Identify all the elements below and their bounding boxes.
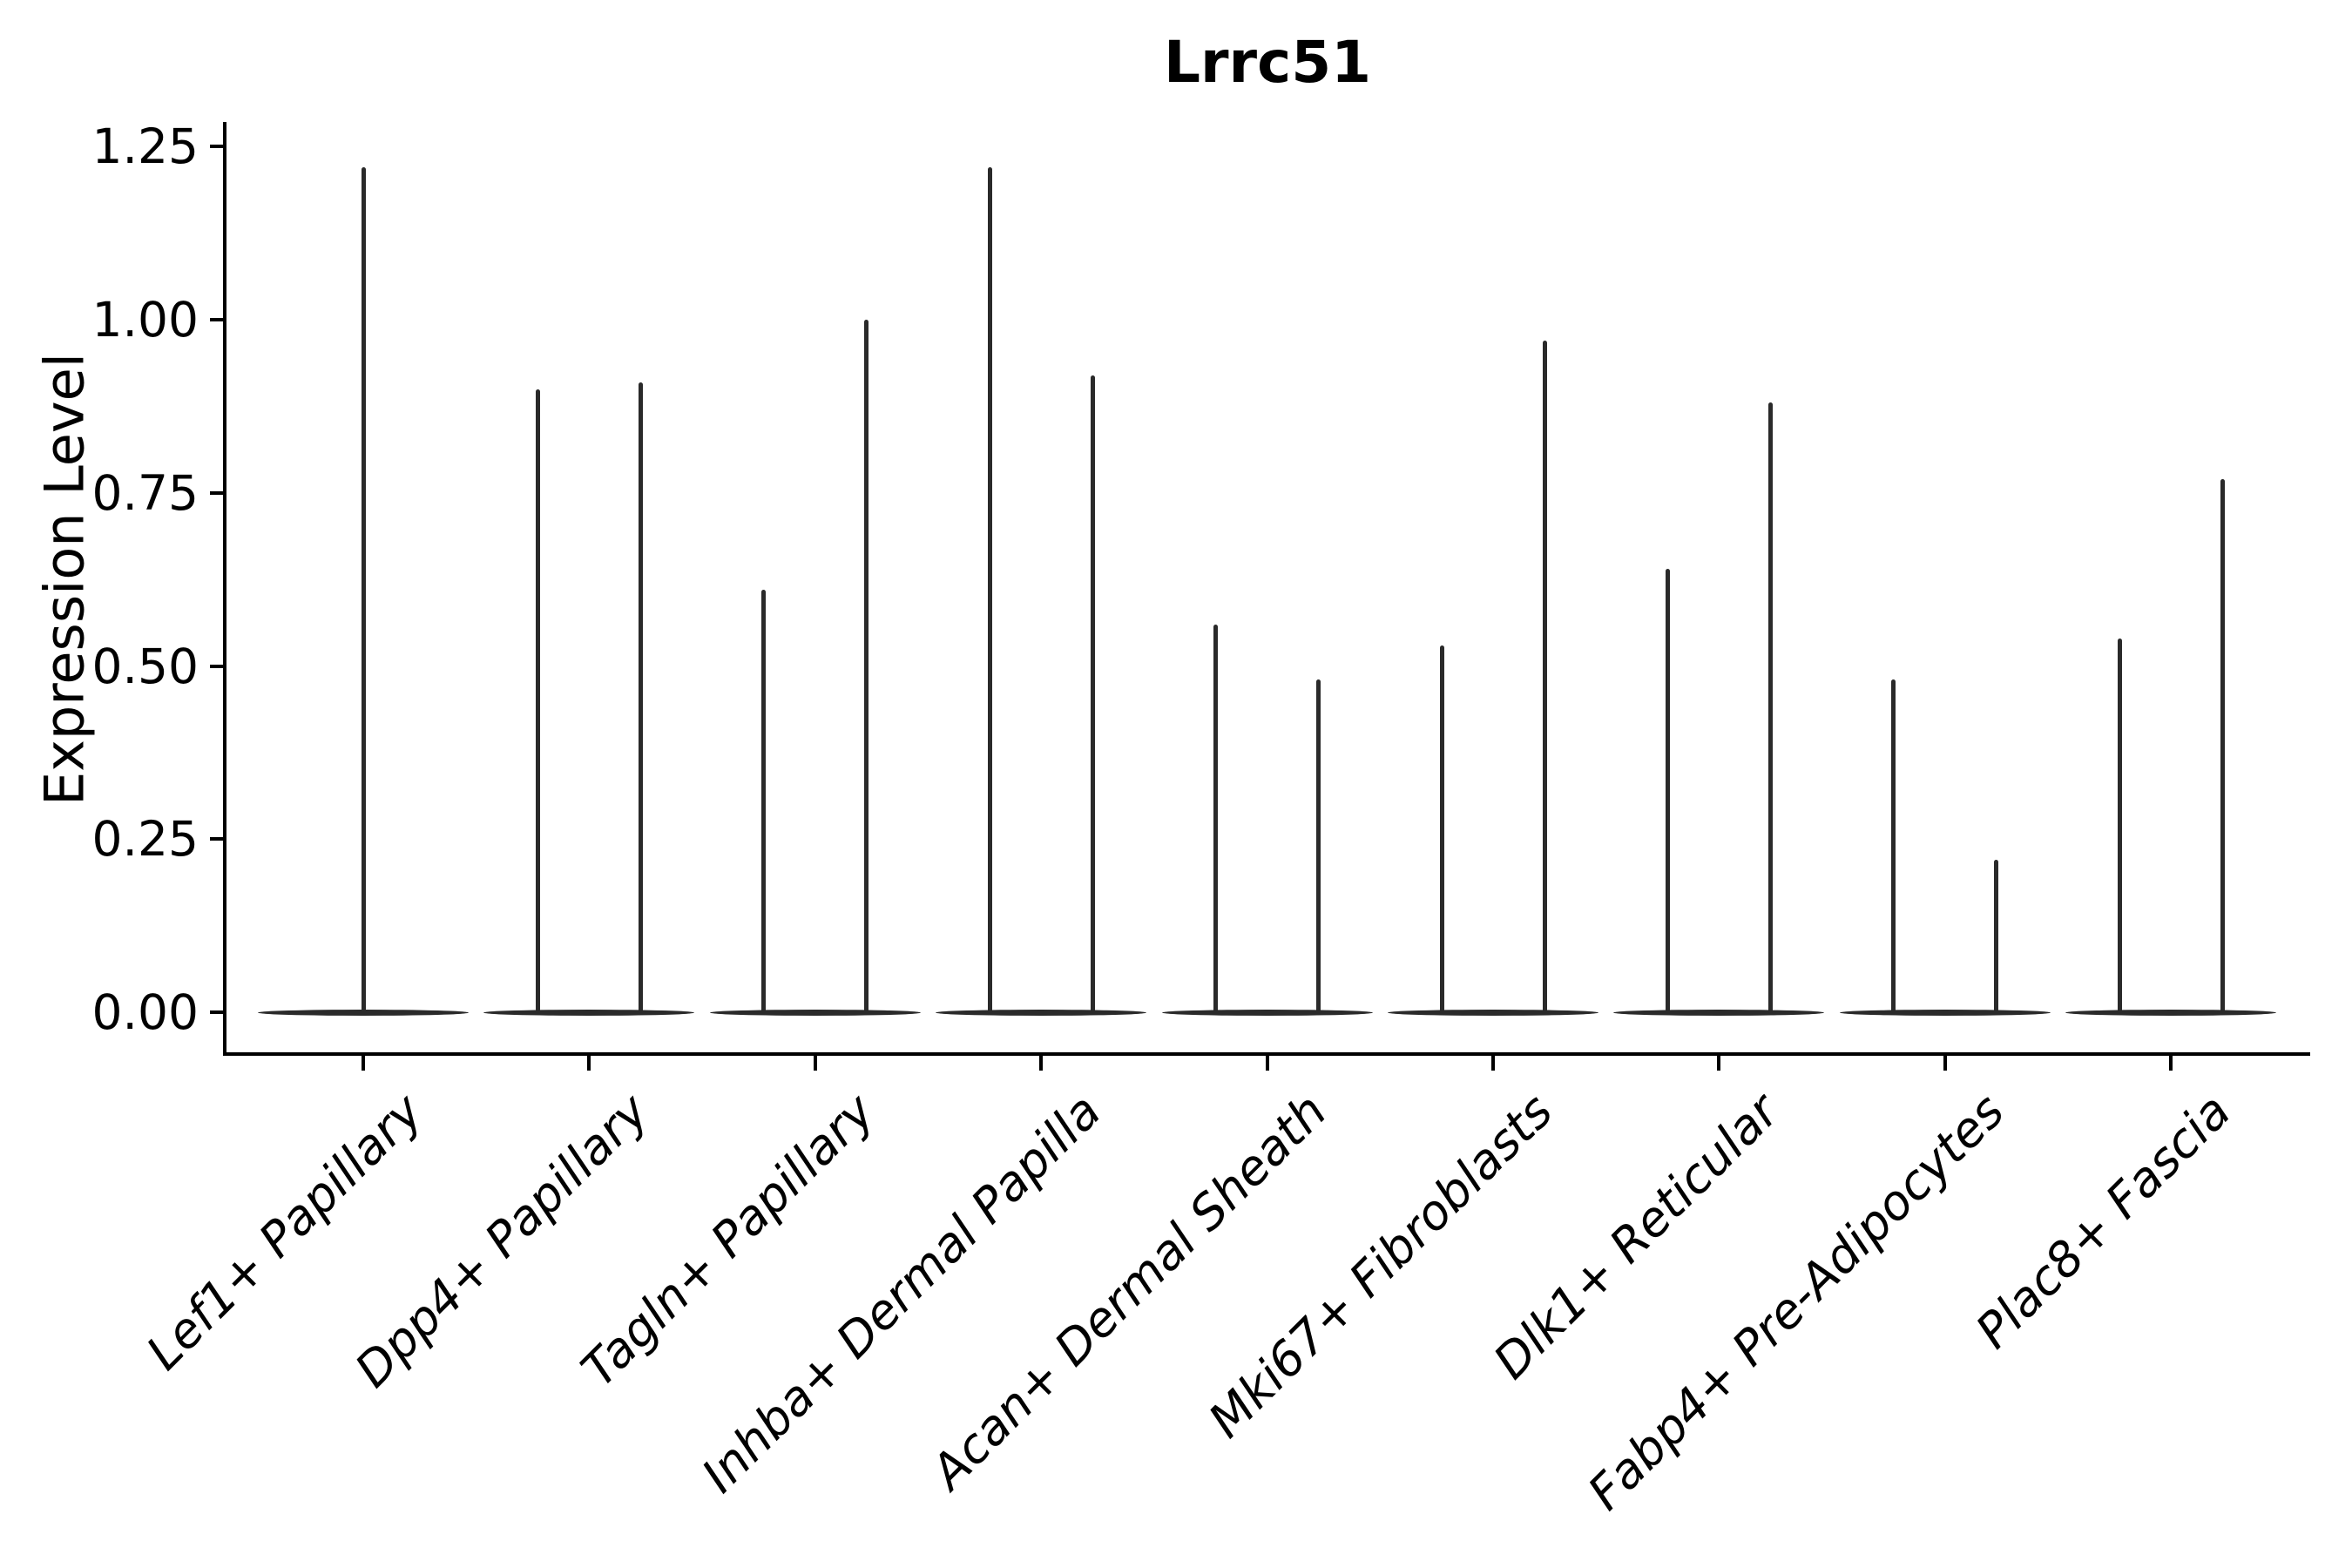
plot-title: Lrrc51 — [1163, 29, 1372, 96]
violin-spike — [1542, 340, 1547, 1014]
violin-base — [1839, 1009, 2051, 1016]
violin-base — [1161, 1009, 1373, 1016]
violin-spike — [761, 590, 767, 1014]
x-tick — [1039, 1056, 1044, 1071]
y-tick — [210, 318, 224, 321]
violin-spike — [1090, 375, 1095, 1014]
y-tick-label: 0.25 — [91, 811, 199, 868]
x-tick — [2169, 1056, 2173, 1071]
y-tick-label: 0.50 — [91, 638, 199, 694]
y-tick — [210, 837, 224, 841]
x-tick-label: Acan+ Dermal Sheath — [920, 1083, 1338, 1500]
y-tick — [210, 145, 224, 149]
x-tick — [1717, 1056, 1721, 1071]
y-tick — [210, 664, 224, 668]
x-axis-spine — [223, 1052, 2310, 1056]
y-tick — [210, 490, 224, 495]
violin-spike — [1665, 569, 1670, 1014]
violin-spike — [1994, 860, 1999, 1014]
x-tick-label: Fabp4+ Pre-Adipocytes — [1577, 1083, 2016, 1521]
x-tick — [1943, 1056, 1947, 1071]
violin-spike — [1439, 645, 1444, 1014]
x-tick — [362, 1056, 365, 1071]
violin-spike — [1213, 624, 1219, 1014]
violin-spike — [1891, 679, 1896, 1014]
y-tick — [210, 1010, 224, 1014]
violin-spike — [535, 389, 540, 1014]
y-tick-label: 0.00 — [91, 984, 199, 1040]
x-tick — [1491, 1056, 1495, 1071]
violin-spike — [1316, 679, 1321, 1014]
violin-spike — [638, 382, 643, 1014]
violin-spike — [864, 320, 869, 1014]
violin-base — [483, 1009, 695, 1016]
violin-spike — [2220, 478, 2225, 1014]
y-tick-label: 0.75 — [91, 464, 199, 521]
violin-spike — [361, 167, 366, 1014]
violin-base — [709, 1009, 921, 1016]
violin-base — [2065, 1009, 2277, 1016]
y-tick-label: 1.00 — [91, 292, 199, 348]
x-tick-label: Inhba+ Dermal Papilla — [691, 1083, 1112, 1504]
y-axis-label: Expression Level — [32, 353, 97, 806]
y-axis-spine — [223, 122, 226, 1056]
x-tick — [1265, 1056, 1269, 1071]
x-tick — [587, 1056, 591, 1071]
x-tick — [813, 1056, 817, 1071]
violin-base — [1388, 1009, 1598, 1016]
y-tick-label: 1.25 — [91, 118, 199, 175]
violin-spike — [1767, 402, 1773, 1014]
violin-spike — [987, 167, 992, 1014]
violin-spike — [2117, 638, 2122, 1014]
violin-base — [936, 1009, 1147, 1016]
violin-base — [1613, 1009, 1825, 1016]
